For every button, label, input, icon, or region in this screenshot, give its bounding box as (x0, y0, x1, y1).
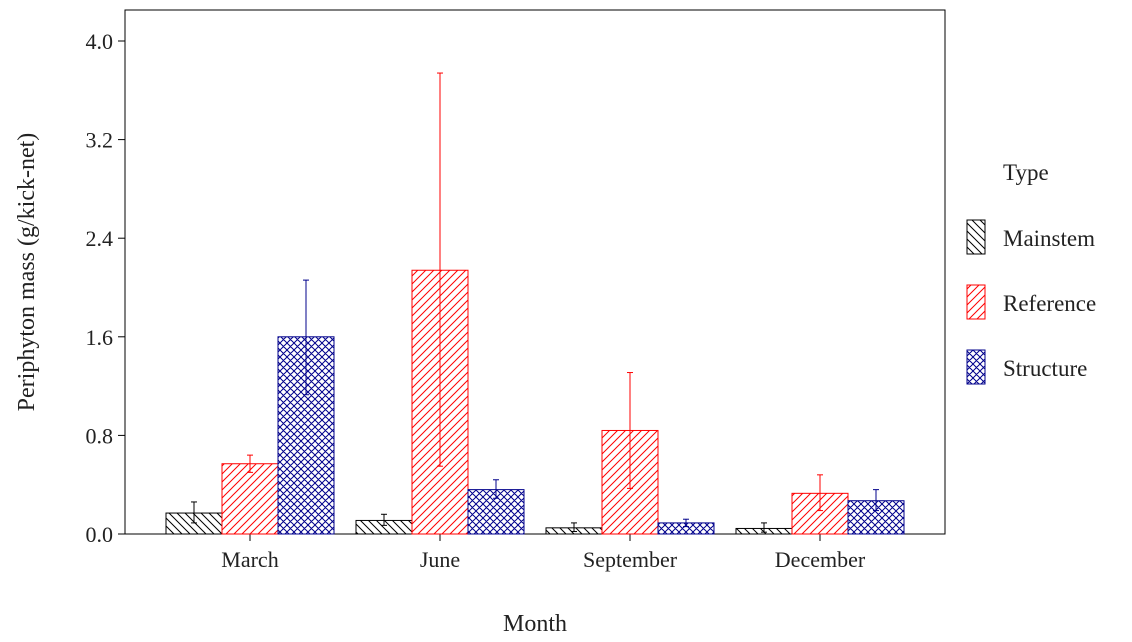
x-tick-label: December (775, 547, 866, 572)
legend-item-reference: Reference (966, 284, 1096, 320)
y-tick-label: 0.8 (86, 423, 114, 448)
legend: Type Mainstem Reference Structure (966, 160, 1096, 385)
legend-swatch (966, 284, 986, 320)
error-bar-mainstem (191, 501, 197, 524)
legend-label: Mainstem (1003, 226, 1095, 251)
error-bar-reference (437, 72, 443, 467)
error-bar-mainstem (381, 513, 387, 526)
error-bar-structure (683, 518, 689, 528)
legend-swatch (966, 219, 986, 255)
x-tick-label: September (583, 547, 678, 572)
y-tick-label: 0.0 (86, 522, 114, 547)
error-bar-structure (873, 489, 879, 512)
legend-swatch (966, 349, 986, 385)
legend-label: Structure (1003, 356, 1087, 381)
error-bar-reference (817, 474, 823, 512)
bar-reference (221, 463, 279, 535)
x-tick-label: March (221, 547, 278, 572)
legend-item-structure: Structure (966, 349, 1087, 385)
legend-title: Type (1003, 160, 1049, 185)
plot-frame (124, 9, 946, 535)
y-tick-label: 3.2 (86, 128, 114, 153)
legend-label: Reference (1003, 291, 1096, 316)
error-bar-mainstem (761, 522, 767, 533)
error-bar-reference (247, 454, 253, 473)
y-axis-title: Periphyton mass (g/kick-net) (14, 133, 40, 412)
bars (165, 269, 905, 535)
error-bars (191, 72, 879, 533)
y-tick-label: 2.4 (86, 226, 114, 251)
x-axis-title: Month (503, 611, 567, 637)
error-bar-mainstem (571, 522, 577, 533)
legend-item-mainstem: Mainstem (966, 219, 1095, 255)
y-tick-label: 1.6 (86, 325, 114, 350)
y-axis: 0.0 0.8 1.6 2.4 3.2 4.0 (86, 29, 125, 547)
error-bar-reference (627, 372, 633, 489)
error-bar-structure (303, 279, 309, 396)
error-bar-structure (493, 479, 499, 499)
y-tick-label: 4.0 (86, 29, 114, 54)
x-tick-label: June (420, 547, 460, 572)
x-axis: March June September December (221, 534, 866, 572)
